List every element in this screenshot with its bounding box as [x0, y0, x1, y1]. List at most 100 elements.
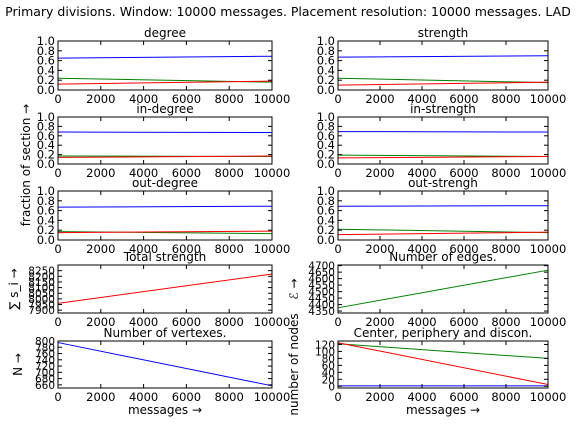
x-tick-label: 10000 [254, 390, 291, 404]
x-tick-label: 4000 [407, 242, 436, 256]
y-tick-label: 0.0 [317, 83, 335, 97]
series-line-green [337, 77, 549, 84]
y-tick-label: 8200 [28, 271, 55, 283]
x-tick-label: 10000 [254, 92, 291, 106]
axes-frame [337, 190, 549, 241]
series-line-blue [57, 55, 273, 59]
y-tick-label: 0.4 [37, 213, 55, 227]
x-tick-label: 0 [334, 166, 341, 180]
x-tick-label: 6000 [172, 242, 201, 256]
x-tick-label: 8000 [491, 242, 520, 256]
y-tick-label: 80 [322, 353, 335, 365]
panel-degree: degree 0 2000 4000 6000 8000 10000 0.00.20.40.6… [37, 26, 291, 106]
x-tick-label: 4000 [129, 390, 158, 404]
panel-title: Total strength [123, 250, 206, 264]
y-tick-label: 4550 [308, 280, 335, 292]
y-tick-label: 8100 [28, 283, 55, 295]
x-tick-label: 0 [334, 92, 341, 106]
series-line-red [337, 155, 549, 159]
x-tick-label: 6000 [172, 390, 201, 404]
y-tick-label: 4650 [308, 267, 335, 279]
panel-title: out-degree [132, 176, 198, 190]
x-tick-label: 10000 [530, 390, 567, 404]
series-line-red [57, 80, 273, 85]
series-line-red [57, 230, 273, 234]
x-tick-label: 2000 [86, 242, 115, 256]
y-tick-label: 4700 [308, 261, 335, 273]
x-axis-label: messages → [406, 403, 480, 417]
figure-suptitle: Primary divisions. Window: 10000 message… [5, 4, 571, 19]
x-tick-label: 8000 [215, 242, 244, 256]
y-tick-label: 0.4 [317, 63, 335, 77]
y-tick-label: 1.0 [317, 34, 335, 48]
y-tick-label: 8000 [28, 294, 55, 306]
x-tick-label: 6000 [172, 315, 201, 329]
y-tick-label: 0.6 [317, 129, 335, 143]
x-tick-label: 2000 [365, 390, 394, 404]
y-tick-label: 0.6 [317, 204, 335, 218]
x-tick-label: 6000 [449, 92, 478, 106]
series-line-red [337, 342, 549, 386]
series-line-red [337, 81, 549, 86]
x-tick-label: 4000 [129, 92, 158, 106]
y-tick-label: 0.2 [317, 148, 335, 162]
x-tick-label: 0 [54, 242, 61, 256]
y-tick-label: 0.0 [317, 157, 335, 171]
axes-frame [57, 116, 273, 165]
panel-title: in-degree [136, 102, 193, 116]
y-tick-label: 0.4 [37, 138, 55, 152]
panel-title: out-strengh [408, 176, 478, 190]
x-tick-label: 6000 [172, 166, 201, 180]
panel-title: Number of edges. [389, 250, 496, 264]
series-line-green [337, 343, 549, 359]
y-tick-label: 4400 [308, 300, 335, 312]
series-line-red [337, 231, 549, 236]
x-tick-label: 8000 [215, 166, 244, 180]
y-tick-label: 0.8 [317, 44, 335, 58]
y-tick-label: 1.0 [317, 110, 335, 124]
series-line-green [337, 269, 549, 309]
y-tick-label: 100 [315, 346, 335, 358]
x-tick-label: 4000 [407, 92, 436, 106]
y-tick-label: 7950 [28, 300, 55, 312]
x-tick-label: 10000 [530, 92, 567, 106]
y-tick-label: 8250 [28, 266, 55, 278]
series-line-red [57, 155, 273, 158]
y-tick-label: 780 [35, 342, 55, 354]
panel-total-strength: Total strength 0 2000 4000 6000 8000 10000 7900… [7, 250, 290, 329]
y-tick-label: 4500 [308, 287, 335, 299]
axes-frame [57, 40, 273, 91]
y-tick-label: 0.4 [37, 63, 55, 77]
x-tick-label: 10000 [254, 242, 291, 256]
x-tick-label: 6000 [449, 242, 478, 256]
panel-title: strength [418, 26, 469, 40]
y-tick-label: 0.0 [37, 157, 55, 171]
series-line-blue [57, 205, 273, 208]
x-tick-label: 8000 [215, 315, 244, 329]
y-tick-label: 0.8 [317, 119, 335, 133]
x-tick-label: 4000 [407, 315, 436, 329]
panel-center-periphery: Center, periphery and discon.0 2000 4000 60… [287, 313, 566, 417]
y-tick-label: 0.2 [37, 223, 55, 237]
x-tick-label: 4000 [407, 166, 436, 180]
x-tick-label: 10000 [254, 315, 291, 329]
series-line-red [57, 273, 273, 304]
x-tick-label: 2000 [365, 315, 394, 329]
y-tick-label: 0.8 [37, 44, 55, 58]
y-tick-label: 660 [35, 380, 55, 392]
panel-number-of-vertexes: Number of vertexes. 0 2000 4000 6000 8000 1000… [11, 326, 290, 417]
y-tick-label: 20 [322, 374, 335, 386]
panel-ylabel: ∑ s_i → [7, 268, 21, 309]
y-tick-label: 0.0 [317, 233, 335, 247]
y-tick-label: 0.6 [317, 54, 335, 68]
y-tick-label: 0.4 [317, 138, 335, 152]
x-tick-label: 10000 [530, 242, 567, 256]
panel-ylabel: N → [11, 353, 25, 376]
x-tick-label: 0 [54, 92, 61, 106]
y-tick-label: 740 [35, 355, 55, 367]
y-tick-label: 0.2 [37, 148, 55, 162]
y-tick-label: 0.6 [37, 129, 55, 143]
y-tick-label: 680 [35, 374, 55, 386]
y-tick-label: 4350 [308, 306, 335, 318]
